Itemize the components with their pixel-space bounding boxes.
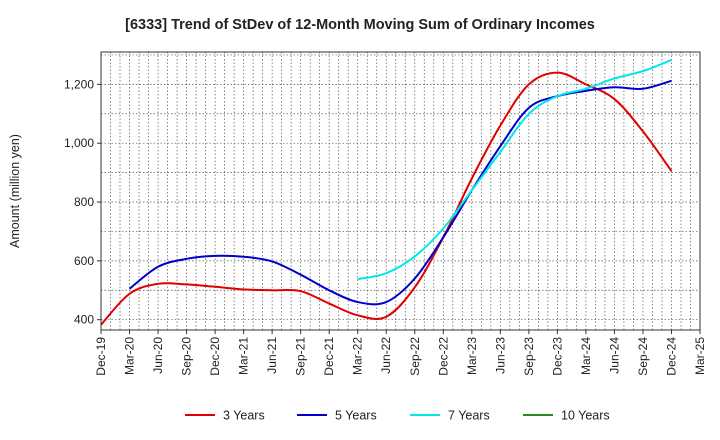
legend-label-10-years: 10 Years xyxy=(561,409,610,423)
x-tick-label: Jun-20 xyxy=(151,337,165,374)
series-line-7-years xyxy=(357,59,672,281)
x-tick-label: Jun-24 xyxy=(607,337,621,374)
x-tick-label: Sep-20 xyxy=(180,337,194,376)
x-tick-label: Mar-25 xyxy=(693,337,707,375)
y-tick-label: 800 xyxy=(74,195,94,209)
series-line-5-years xyxy=(128,79,672,306)
legend-label-5-years: 5 Years xyxy=(335,409,377,423)
series-line-3-years xyxy=(101,71,673,326)
x-tick-label: Jun-21 xyxy=(265,337,279,374)
plot-frame xyxy=(100,51,701,331)
legend-label-7-years: 7 Years xyxy=(448,409,490,423)
legend: 3 Years 5 Years 7 Years 10 Years xyxy=(185,409,610,423)
x-tick-label: Dec-22 xyxy=(436,337,450,376)
x-tick-label: Mar-21 xyxy=(237,337,251,375)
x-tick-label: Dec-20 xyxy=(208,337,222,376)
x-tick-label: Mar-22 xyxy=(351,337,365,375)
series-layer xyxy=(101,59,673,326)
x-tick-label: Mar-23 xyxy=(465,337,479,375)
chart-title: [6333] Trend of StDev of 12-Month Moving… xyxy=(125,17,595,33)
x-tick-label: Dec-24 xyxy=(664,337,678,376)
x-tick-label: Sep-23 xyxy=(522,337,536,376)
x-tick-label: Sep-24 xyxy=(636,337,650,376)
y-tick-label: 1,200 xyxy=(64,77,94,91)
x-tick-label: Dec-19 xyxy=(94,337,108,376)
x-tick-label: Dec-23 xyxy=(550,337,564,376)
x-tick-label: Mar-24 xyxy=(579,337,593,375)
x-tick-label: Jun-23 xyxy=(493,337,507,374)
x-tick-label: Dec-21 xyxy=(322,337,336,376)
grid xyxy=(101,52,700,330)
y-tick-label: 400 xyxy=(74,313,94,327)
y-axis-ticks: 400 600 800 1,000 1,200 xyxy=(64,77,101,327)
x-axis-ticks: Dec-19 Mar-20 Jun-20 Sep-20 Dec-20 Mar-21 Jun-… xyxy=(94,330,707,376)
x-tick-label: Jun-22 xyxy=(379,337,393,374)
y-tick-label: 1,000 xyxy=(64,136,94,150)
x-tick-label: Sep-22 xyxy=(408,337,422,376)
legend-label-3-years: 3 Years xyxy=(223,409,265,423)
y-tick-label: 600 xyxy=(74,254,94,268)
x-tick-label: Mar-20 xyxy=(123,337,137,375)
x-tick-label: Sep-21 xyxy=(294,337,308,376)
y-axis-label: Amount (million yen) xyxy=(8,134,22,248)
